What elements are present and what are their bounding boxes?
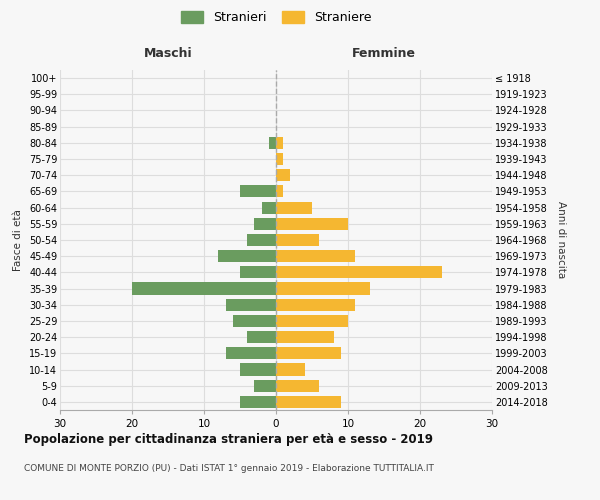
Text: Femmine: Femmine — [352, 48, 416, 60]
Bar — [276, 218, 348, 230]
Text: Maschi: Maschi — [143, 48, 193, 60]
Bar — [276, 186, 283, 198]
Bar — [276, 315, 348, 327]
Bar — [132, 282, 276, 294]
Bar — [240, 266, 276, 278]
Bar — [276, 169, 290, 181]
Bar — [276, 298, 355, 311]
Bar — [247, 331, 276, 343]
Bar — [226, 348, 276, 360]
Bar — [226, 298, 276, 311]
Bar — [276, 202, 312, 213]
Text: COMUNE DI MONTE PORZIO (PU) - Dati ISTAT 1° gennaio 2019 - Elaborazione TUTTITAL: COMUNE DI MONTE PORZIO (PU) - Dati ISTAT… — [24, 464, 434, 473]
Y-axis label: Anni di nascita: Anni di nascita — [556, 202, 566, 278]
Legend: Stranieri, Straniere: Stranieri, Straniere — [181, 11, 371, 24]
Bar — [240, 396, 276, 408]
Bar — [276, 266, 442, 278]
Bar — [254, 218, 276, 230]
Bar — [254, 380, 276, 392]
Bar — [276, 396, 341, 408]
Bar — [276, 250, 355, 262]
Bar — [276, 380, 319, 392]
Bar — [276, 282, 370, 294]
Bar — [276, 234, 319, 246]
Bar — [276, 153, 283, 165]
Bar — [276, 348, 341, 360]
Text: Popolazione per cittadinanza straniera per età e sesso - 2019: Popolazione per cittadinanza straniera p… — [24, 432, 433, 446]
Bar — [276, 331, 334, 343]
Bar — [247, 234, 276, 246]
Bar — [262, 202, 276, 213]
Bar — [276, 364, 305, 376]
Y-axis label: Fasce di età: Fasce di età — [13, 209, 23, 271]
Bar — [269, 137, 276, 149]
Bar — [240, 364, 276, 376]
Bar — [240, 186, 276, 198]
Bar — [276, 137, 283, 149]
Bar — [233, 315, 276, 327]
Bar — [218, 250, 276, 262]
